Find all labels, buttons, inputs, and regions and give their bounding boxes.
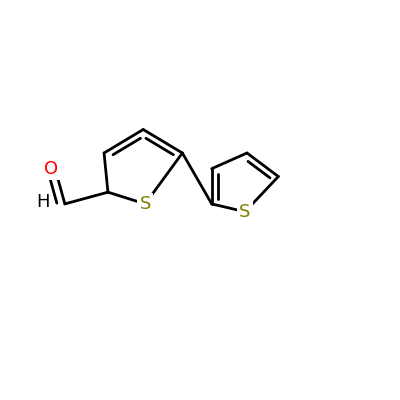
Text: S: S xyxy=(140,195,151,213)
Text: O: O xyxy=(44,160,58,178)
Text: S: S xyxy=(239,203,251,221)
Text: H: H xyxy=(36,193,50,211)
